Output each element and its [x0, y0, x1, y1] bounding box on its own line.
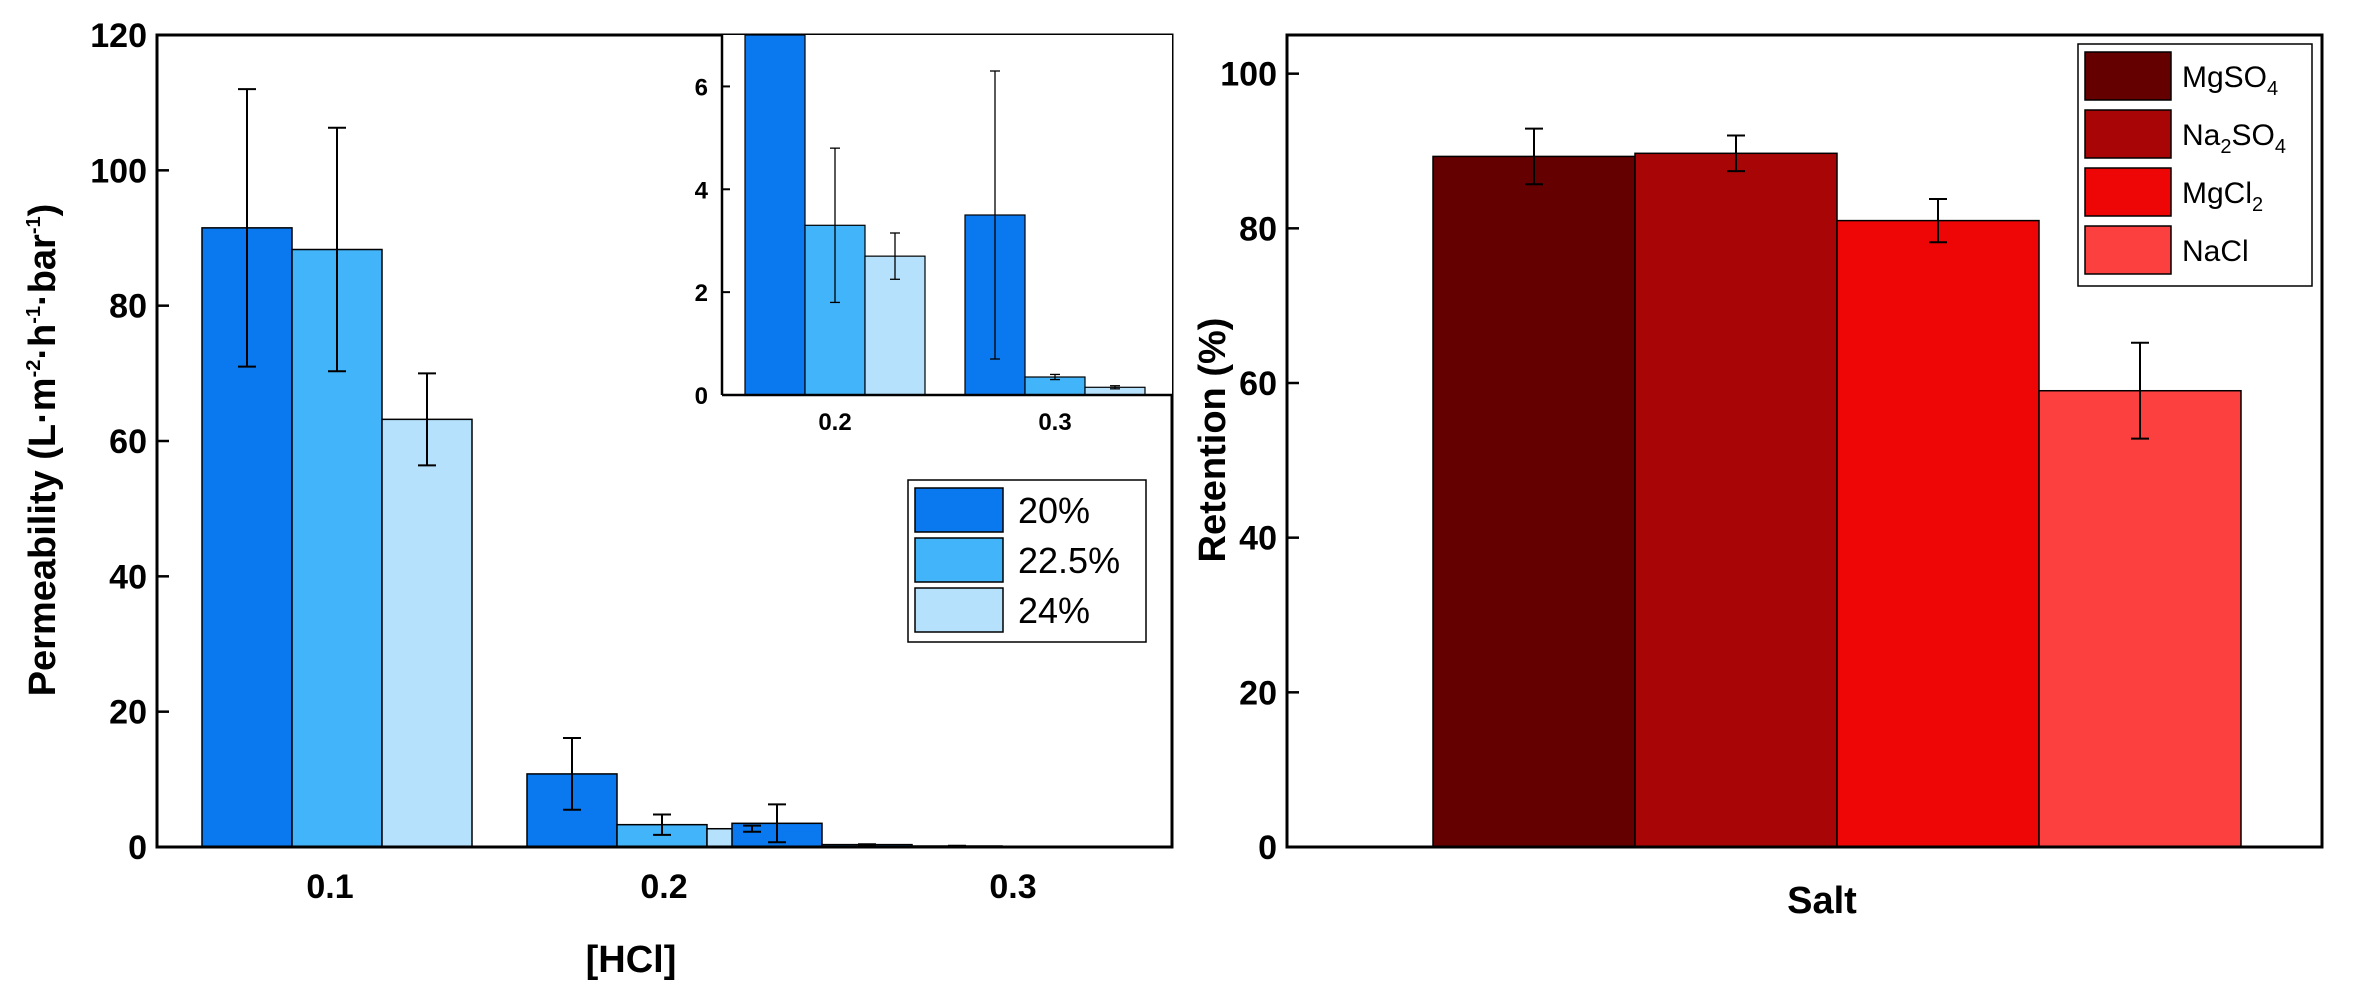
y-tick-label-20: 20: [109, 694, 147, 732]
retention-y-label: Retention (%): [1192, 318, 1234, 563]
legend-swatch-nacl: [2084, 225, 2172, 275]
bar-nacl: [2038, 389, 2242, 848]
legend-label-22-5: 22.5%: [1018, 540, 1120, 581]
error-bar-mgcl2: [1929, 197, 1947, 244]
inset-y-tick-label-0: 0: [695, 383, 708, 410]
legend-label-mgso4: MgSO4: [2182, 61, 2278, 100]
inset-x-tick-label-0-2: 0.2: [818, 409, 851, 436]
inset-x-tick-label-0-3: 0.3: [1038, 409, 1071, 436]
retention-y-tick-label-20: 20: [1239, 674, 1277, 712]
permeability-x-ticks: 0.1 0.2 0.3: [306, 868, 1036, 906]
retention-error-bars: [1525, 127, 2149, 440]
legend-swatch-mgcl2: [2084, 167, 2172, 217]
permeability-inset: 0 2 4 6 0.2 0.3: [695, 34, 1172, 436]
legend-swatch-20: [914, 487, 1004, 533]
error-bar-0-3-20: [768, 803, 786, 844]
retention-y-tick-label-40: 40: [1239, 520, 1277, 558]
inset-y-tick-label-6: 6: [695, 74, 708, 101]
y-tick-label-100: 100: [90, 152, 147, 190]
permeability-y-label: Permeability (L·m-2·h-1·bar-1): [22, 204, 64, 697]
legend-label-na2so4: Na2SO4: [2182, 119, 2286, 158]
inset-x-ticks: 0.2 0.3: [818, 409, 1071, 436]
error-bar-0-1-22-5: [328, 126, 346, 373]
inset-y-ticks: 0 2 4 6: [695, 74, 730, 410]
inset-error-bar-0-3-20: [990, 70, 1000, 360]
permeability-legend: 20% 22.5% 24%: [907, 479, 1147, 643]
retention-y-tick-label-60: 60: [1239, 365, 1277, 403]
bar-mgcl2: [1836, 219, 2040, 848]
x-tick-label-0-1: 0.1: [306, 868, 353, 906]
legend-swatch-mgso4: [2084, 51, 2172, 101]
error-bar-0-3-22-5: [858, 843, 876, 846]
retention-legend: MgSO4 Na2SO4 MgCl2 NaCl: [2077, 43, 2313, 287]
inset-bar-0-2-20: [744, 34, 806, 396]
retention-y-tick-label-0: 0: [1258, 829, 1277, 867]
legend-swatch-22-5: [914, 537, 1004, 583]
inset-error-bar-0-2-24: [890, 232, 900, 280]
legend-swatch-24: [914, 587, 1004, 633]
error-bar-nacl: [2131, 341, 2149, 440]
retention-bars: [1432, 152, 2242, 848]
error-bar-0-1-20: [238, 88, 256, 368]
legend-label-mgcl2: MgCl2: [2182, 177, 2263, 216]
error-bar-0-1-24: [418, 372, 436, 467]
y-tick-label-60: 60: [109, 423, 147, 461]
inset-bars: [744, 34, 1146, 396]
permeability-y-ticks: 0 20 40 60 80 100 120: [90, 17, 169, 867]
x-tick-label-0-2: 0.2: [640, 868, 687, 906]
error-bar-na2so4: [1727, 134, 1745, 173]
error-bar-0-2-24: [743, 824, 761, 833]
error-bar-0-2-22-5: [653, 813, 671, 836]
retention-x-label: Salt: [1787, 880, 1857, 922]
inset-y-tick-label-4: 4: [695, 177, 709, 204]
permeability-error-bars: [238, 88, 966, 848]
y-tick-label-0: 0: [128, 829, 147, 867]
legend-label-24: 24%: [1018, 590, 1090, 631]
inset-error-bar-0-3-22-5: [1050, 373, 1060, 381]
permeability-x-label: [HCl]: [586, 939, 677, 981]
inset-error-bar-0-2-22-5: [830, 147, 840, 304]
inset-error-bar-0-3-24: [1110, 385, 1120, 390]
y-tick-label-80: 80: [109, 288, 147, 326]
retention-y-tick-label-80: 80: [1239, 210, 1277, 248]
legend-label-20: 20%: [1018, 490, 1090, 531]
bar-0-1-24: [381, 418, 473, 848]
inset-y-tick-label-2: 2: [695, 280, 708, 307]
bar-mgso4: [1432, 155, 1636, 848]
retention-plot-frame: [1285, 33, 2324, 849]
inset-error-bars: [830, 70, 1120, 390]
legend-swatch-na2so4: [2084, 109, 2172, 159]
retention-y-ticks: 0 20 40 60 80 100: [1220, 56, 1299, 867]
y-tick-label-120: 120: [90, 17, 147, 55]
y-tick-label-40: 40: [109, 558, 147, 596]
x-tick-label-0-3: 0.3: [989, 868, 1036, 906]
bar-na2so4: [1634, 152, 1838, 848]
retention-chart: 0 20 40 60 80 100 Salt Retention (%) MgSO4 Na…: [1192, 33, 2324, 922]
legend-label-nacl: NaCl: [2182, 235, 2249, 268]
error-bar-mgso4: [1525, 127, 1543, 186]
retention-y-tick-label-100: 100: [1220, 56, 1277, 94]
error-bar-0-2-20: [563, 737, 581, 811]
